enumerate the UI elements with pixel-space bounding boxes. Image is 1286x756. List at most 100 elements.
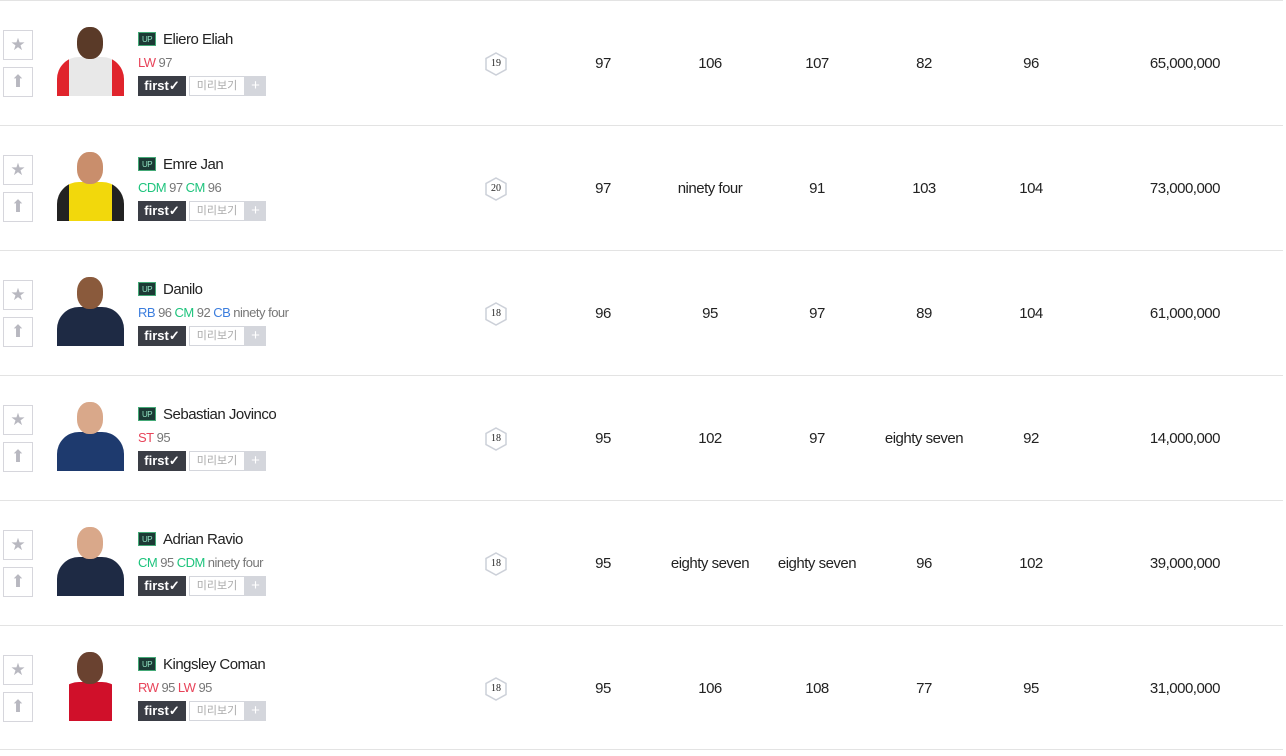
up-season-badge: UP [138,657,156,671]
stat-value: 95 [702,305,718,322]
position-ovr: 92 [196,305,211,320]
stat-value: 89 [916,305,932,322]
price-value: 31,000,000 [1149,680,1221,697]
stat-value: 77 [916,680,932,697]
jersey [57,432,124,471]
upgrade-arrow-icon: ⬆ [10,447,26,466]
star-icon: ★ [10,660,26,679]
upgrade-arrow-icon: ⬆ [10,697,26,716]
position-label: CM [185,180,206,195]
upgrade-button[interactable]: ⬆ [3,67,33,97]
preview-button[interactable]: 미리보기 [189,451,245,471]
add-compare-button[interactable]: + [245,451,266,471]
star-icon: ★ [10,410,26,429]
player-name[interactable]: Danilo [163,280,203,298]
player-row[interactable]: ★ ⬆ UP Eliero Eliah LW 97 first✓ 미리보기 + 19… [0,0,1283,125]
upgrade-button[interactable]: ⬆ [3,442,33,472]
player-row[interactable]: ★ ⬆ UP Adrian Ravio CM 95 CDM ninety four fi… [0,500,1283,625]
position-label: LW [138,55,156,70]
favorite-star-button[interactable]: ★ [3,655,33,685]
player-row[interactable]: ★ ⬆ UP Danilo RB 96 CM 92 CB ninety four first… [0,250,1283,375]
position-ovr: 96 [207,180,222,195]
star-icon: ★ [10,535,26,554]
head [77,402,103,434]
player-photo[interactable] [53,396,128,471]
first-badge: first✓ [138,451,186,471]
position-ovr: 97 [169,180,183,195]
player-name[interactable]: Sebastian Jovinco [163,405,277,423]
player-row[interactable]: ★ ⬆ UP Emre Jan CDM 97 CM 96 first✓ 미리보기 + 2… [0,125,1283,250]
positions: ST 95 [138,430,276,448]
player-photo[interactable] [53,146,128,221]
upgrade-button[interactable]: ⬆ [3,567,33,597]
favorite-star-button[interactable]: ★ [3,405,33,435]
price-value: 61,000,000 [1149,305,1221,322]
player-photo[interactable] [53,646,128,721]
star-icon: ★ [10,285,26,304]
favorite-star-button[interactable]: ★ [3,530,33,560]
position-label: CDM [176,555,206,570]
first-badge: first✓ [138,201,186,221]
stat-value: 91 [809,180,825,197]
add-compare-button[interactable]: + [245,701,266,721]
head [77,652,103,684]
level-value: 18 [491,308,501,319]
level-value: 18 [491,558,501,569]
up-season-badge: UP [138,282,156,296]
stat-value: 104 [1019,305,1043,322]
favorite-star-button[interactable]: ★ [3,280,33,310]
upgrade-arrow-icon: ⬆ [10,572,26,591]
preview-button[interactable]: 미리보기 [189,326,245,346]
up-season-badge: UP [138,532,156,546]
player-name[interactable]: Emre Jan [163,155,224,173]
stat-value: 97 [595,55,611,72]
player-photo[interactable] [53,271,128,346]
stat-value: 104 [1019,180,1043,197]
level-value: 20 [491,183,501,194]
position-ovr: 95 [156,430,171,445]
position-ovr: 95 [160,555,174,570]
positions: CM 95 CDM ninety four [138,555,266,573]
head [77,152,103,184]
star-icon: ★ [10,160,26,179]
favorite-star-button[interactable]: ★ [3,155,33,185]
positions: RB 96 CM 92 CB ninety four [138,305,291,323]
player-photo[interactable] [53,21,128,96]
position-label: CM [138,555,158,570]
up-season-badge: UP [138,157,156,171]
preview-button[interactable]: 미리보기 [189,576,245,596]
preview-button[interactable]: 미리보기 [189,76,245,96]
upgrade-button[interactable]: ⬆ [3,317,33,347]
stat-value: 97 [809,430,825,447]
player-row[interactable]: ★ ⬆ UP Sebastian Jovinco ST 95 first✓ 미리보기… [0,375,1283,500]
preview-button[interactable]: 미리보기 [189,201,245,221]
position-ovr: 96 [158,305,172,320]
add-compare-button[interactable]: + [245,76,266,96]
first-badge: first✓ [138,76,186,96]
position-label: CM [174,305,195,320]
stat-value: ninety four [677,180,743,197]
first-badge: first✓ [138,701,186,721]
preview-button[interactable]: 미리보기 [189,701,245,721]
level-hexagon-icon: 20 [484,177,508,201]
player-name[interactable]: Eliero Eliah [163,30,233,48]
upgrade-button[interactable]: ⬆ [3,192,33,222]
player-name[interactable]: Kingsley Coman [163,655,266,673]
jersey [57,182,124,221]
add-compare-button[interactable]: + [245,576,266,596]
jersey [57,307,124,346]
upgrade-arrow-icon: ⬆ [10,72,26,91]
level-hexagon-icon: 18 [484,677,508,701]
level-value: 19 [491,58,501,69]
stat-value: 96 [916,555,932,572]
player-photo[interactable] [53,521,128,596]
player-name[interactable]: Adrian Ravio [163,530,243,548]
add-compare-button[interactable]: + [245,201,266,221]
stat-value: 108 [805,680,829,697]
stat-value: 92 [1023,430,1039,447]
favorite-star-button[interactable]: ★ [3,30,33,60]
stat-value: eighty seven [777,555,857,572]
add-compare-button[interactable]: + [245,326,266,346]
upgrade-button[interactable]: ⬆ [3,692,33,722]
player-row[interactable]: ★ ⬆ UP Kingsley Coman RW 95 LW 95 first✓ 미리보… [0,625,1283,750]
